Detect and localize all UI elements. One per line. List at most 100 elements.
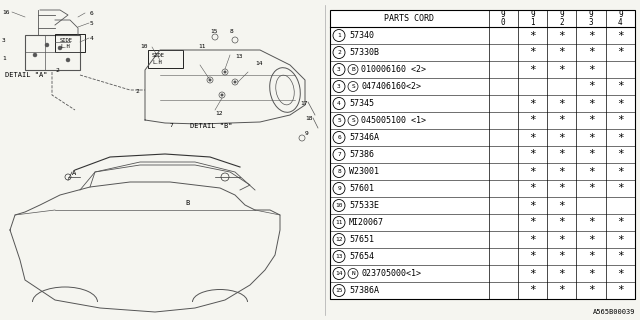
Text: *: * — [588, 47, 595, 58]
Text: *: * — [559, 132, 565, 142]
Text: SIDE: SIDE — [60, 38, 73, 43]
Text: 15: 15 — [210, 29, 218, 34]
Text: *: * — [588, 218, 595, 228]
Text: 7: 7 — [170, 123, 173, 128]
Text: *: * — [588, 252, 595, 261]
Text: 023705000<1>: 023705000<1> — [361, 269, 421, 278]
Text: *: * — [588, 82, 595, 92]
Text: 010006160 <2>: 010006160 <2> — [361, 65, 426, 74]
Text: A: A — [72, 170, 76, 176]
Text: 8: 8 — [230, 29, 234, 34]
Text: *: * — [617, 183, 624, 194]
Text: MI20067: MI20067 — [349, 218, 384, 227]
Text: 047406160<2>: 047406160<2> — [361, 82, 421, 91]
Text: 3: 3 — [337, 84, 341, 89]
Text: S: S — [351, 118, 355, 123]
Text: *: * — [559, 235, 565, 244]
Text: 9
1: 9 1 — [530, 10, 535, 27]
Text: *: * — [529, 149, 536, 159]
Text: B: B — [185, 200, 189, 206]
Text: 7: 7 — [337, 152, 341, 157]
Text: *: * — [617, 166, 624, 177]
Text: *: * — [529, 47, 536, 58]
Text: 57533E: 57533E — [349, 201, 379, 210]
Text: *: * — [559, 149, 565, 159]
Text: *: * — [617, 47, 624, 58]
Text: 11: 11 — [198, 44, 205, 49]
Text: *: * — [617, 252, 624, 261]
Text: *: * — [529, 132, 536, 142]
Text: 6: 6 — [90, 11, 93, 16]
Text: SIDE: SIDE — [152, 53, 165, 58]
Text: *: * — [617, 218, 624, 228]
Text: B: B — [351, 67, 355, 72]
Text: *: * — [588, 116, 595, 125]
Text: *: * — [559, 116, 565, 125]
Bar — [25, 35, 80, 70]
Text: DETAIL "A": DETAIL "A" — [5, 72, 47, 78]
Text: 4: 4 — [337, 101, 341, 106]
Text: 5: 5 — [337, 118, 341, 123]
Text: 2: 2 — [337, 50, 341, 55]
Text: *: * — [588, 183, 595, 194]
Circle shape — [234, 81, 237, 84]
Text: 4: 4 — [90, 36, 93, 41]
Text: *: * — [588, 285, 595, 295]
Text: *: * — [588, 132, 595, 142]
Bar — [55, 34, 85, 52]
Text: 1: 1 — [2, 56, 6, 61]
Text: 10: 10 — [335, 203, 343, 208]
Text: 14: 14 — [255, 61, 262, 66]
Text: 9
0: 9 0 — [501, 10, 506, 27]
Text: *: * — [559, 183, 565, 194]
Text: *: * — [529, 285, 536, 295]
Text: *: * — [617, 149, 624, 159]
Text: 57330B: 57330B — [349, 48, 379, 57]
Text: L.H: L.H — [60, 44, 70, 49]
Text: 57345: 57345 — [349, 99, 374, 108]
Text: *: * — [617, 285, 624, 295]
Text: 14: 14 — [335, 271, 343, 276]
Text: 9
3: 9 3 — [589, 10, 593, 27]
Text: 10: 10 — [140, 44, 147, 49]
Text: *: * — [559, 65, 565, 75]
Text: 15: 15 — [335, 288, 343, 293]
Text: *: * — [559, 252, 565, 261]
Text: *: * — [559, 201, 565, 211]
Text: *: * — [588, 149, 595, 159]
Text: *: * — [529, 235, 536, 244]
Text: A565B00039: A565B00039 — [593, 309, 635, 315]
Text: *: * — [617, 99, 624, 108]
Text: *: * — [588, 166, 595, 177]
Text: 9: 9 — [337, 186, 341, 191]
Text: 16: 16 — [2, 10, 10, 15]
Text: 5: 5 — [90, 21, 93, 26]
Circle shape — [66, 58, 70, 62]
Text: *: * — [617, 82, 624, 92]
Text: 11: 11 — [335, 220, 343, 225]
Text: 9: 9 — [305, 131, 308, 136]
Text: 3: 3 — [2, 38, 6, 43]
Text: 9
2: 9 2 — [559, 10, 564, 27]
Text: *: * — [529, 116, 536, 125]
Text: 57346A: 57346A — [349, 133, 379, 142]
Text: *: * — [529, 201, 536, 211]
Circle shape — [223, 70, 227, 74]
Text: *: * — [529, 166, 536, 177]
Bar — [330, 10, 635, 299]
Text: *: * — [529, 252, 536, 261]
Text: N: N — [351, 271, 355, 276]
Text: *: * — [529, 268, 536, 278]
Text: W23001: W23001 — [349, 167, 379, 176]
Text: S: S — [351, 84, 355, 89]
Text: *: * — [559, 47, 565, 58]
Circle shape — [221, 93, 223, 97]
Text: *: * — [617, 235, 624, 244]
Text: L.H: L.H — [152, 60, 162, 65]
Circle shape — [45, 43, 49, 47]
Text: 13: 13 — [335, 254, 343, 259]
Text: 57651: 57651 — [349, 235, 374, 244]
Text: 57601: 57601 — [349, 184, 374, 193]
Text: 18: 18 — [305, 116, 312, 121]
Text: *: * — [588, 268, 595, 278]
